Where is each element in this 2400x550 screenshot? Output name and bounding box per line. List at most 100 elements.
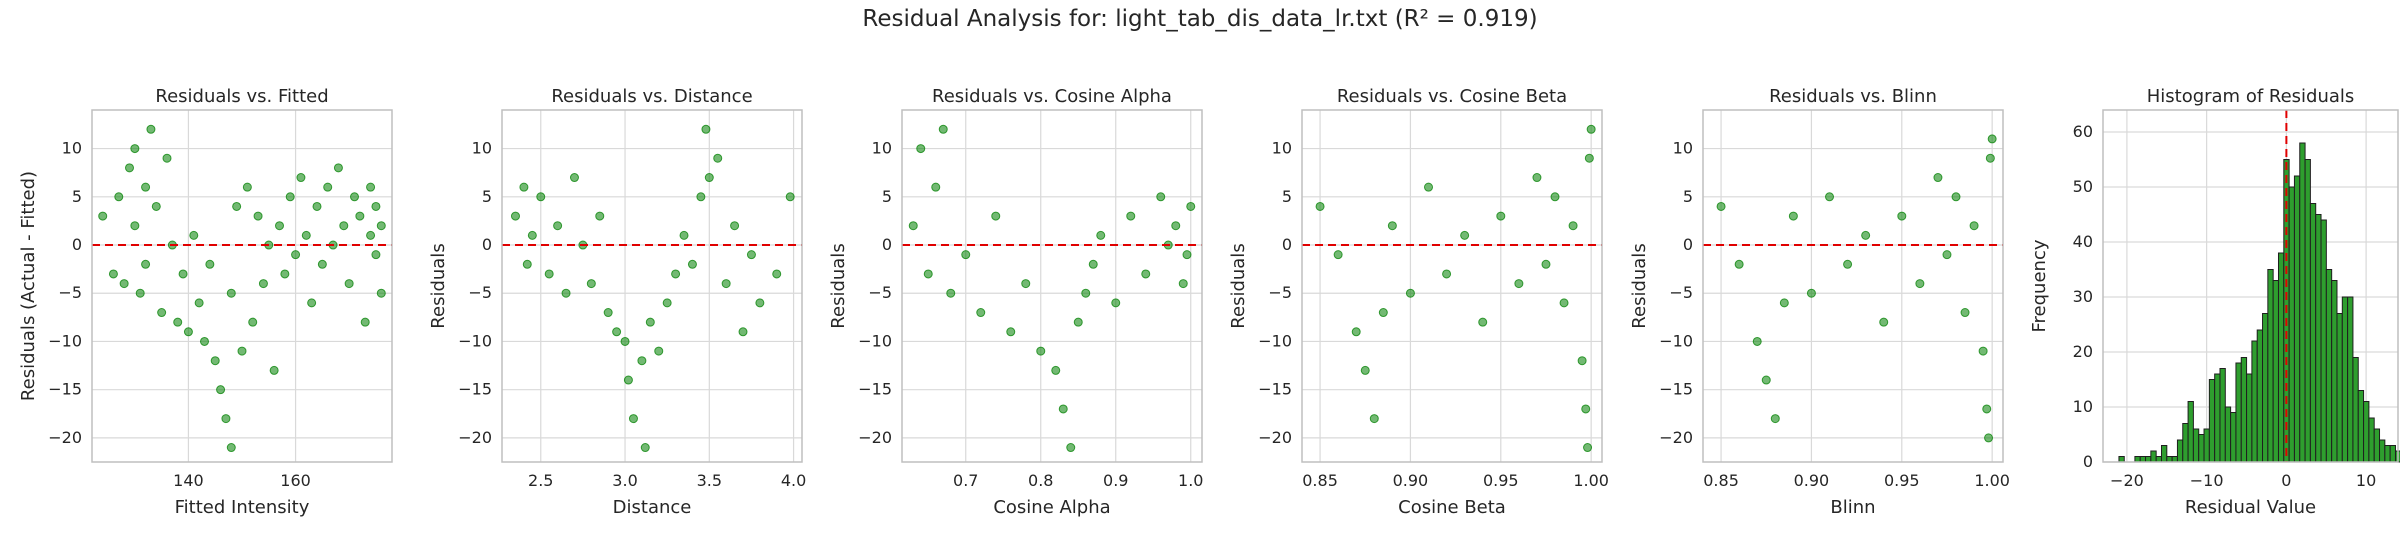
y-tick-label: 10 — [1673, 139, 1693, 158]
y-tick-label: 5 — [1282, 187, 1292, 206]
data-point — [216, 385, 226, 395]
data-point — [730, 221, 740, 231]
data-point — [510, 211, 520, 221]
data-point — [1058, 404, 1068, 414]
data-point — [1051, 365, 1061, 375]
y-tick-label: −5 — [58, 283, 82, 302]
data-point — [119, 279, 129, 289]
y-tick-label: −10 — [858, 331, 892, 350]
data-point — [1156, 192, 1166, 202]
histogram-bar — [2320, 219, 2327, 463]
data-point — [1111, 298, 1121, 308]
data-point — [522, 259, 532, 269]
chart-title: Residuals vs. Blinn — [1769, 86, 1937, 107]
histogram-bar — [2192, 428, 2200, 463]
data-point — [1541, 259, 1551, 269]
data-point — [312, 201, 322, 211]
y-tick-label: −20 — [458, 428, 492, 447]
data-point — [1532, 173, 1542, 183]
data-point — [146, 124, 156, 134]
data-point — [1761, 375, 1771, 385]
data-point — [1734, 259, 1744, 269]
x-tick-label: 0.90 — [1794, 471, 1830, 490]
data-point — [1378, 308, 1388, 318]
histogram-bar — [2139, 456, 2147, 463]
data-point — [916, 144, 926, 154]
data-point — [291, 250, 301, 260]
histogram-bar — [2336, 313, 2343, 463]
histogram-bar — [2155, 456, 2162, 463]
y-tick-label: −20 — [48, 428, 82, 447]
data-point — [1315, 201, 1325, 211]
data-point — [640, 443, 650, 453]
y-tick-label: 30 — [2073, 287, 2093, 306]
data-point — [1933, 173, 1943, 183]
data-point — [1586, 124, 1596, 134]
data-point — [1171, 221, 1181, 231]
data-point — [323, 182, 333, 192]
data-point — [612, 327, 622, 337]
y-axis-label: Residuals — [428, 243, 449, 328]
data-point — [696, 192, 706, 202]
histogram-bar — [2341, 296, 2349, 463]
chart-panel-4: 0.85 0.90 0.95 1.00 −20 −15 −10 −5 0 5 10 Residuals… — [1228, 86, 1609, 518]
data-point — [991, 211, 1001, 221]
data-point — [561, 288, 571, 298]
data-point — [242, 182, 252, 192]
y-tick-label: −15 — [48, 380, 82, 399]
data-point — [355, 211, 365, 221]
chart-title: Residuals vs. Cosine Alpha — [932, 86, 1172, 107]
data-point — [1424, 182, 1434, 192]
data-point — [339, 221, 349, 231]
data-point — [586, 279, 596, 289]
data-point — [1951, 192, 1961, 202]
x-axis-label: Cosine Beta — [1398, 497, 1506, 518]
y-tick-label: 5 — [882, 187, 892, 206]
data-point — [280, 269, 290, 279]
histogram-bar — [2331, 280, 2338, 463]
histogram-bar — [2384, 445, 2391, 463]
chart-panel-1: 140 160 −20 −15 −10 −5 0 5 10 Residuals vs. Fitte… — [18, 86, 393, 518]
data-point — [360, 317, 370, 327]
data-point — [536, 192, 546, 202]
data-point — [108, 269, 118, 279]
y-tick-label: −15 — [1258, 380, 1292, 399]
data-point — [1915, 279, 1925, 289]
histogram-bar — [2145, 456, 2152, 463]
x-axis-label: Fitted Intensity — [175, 497, 310, 518]
data-point — [938, 124, 948, 134]
histogram-bar — [2240, 357, 2248, 463]
x-tick-label: 2.5 — [528, 471, 553, 490]
data-point — [114, 192, 124, 202]
histogram-bar — [2272, 280, 2279, 463]
data-point — [183, 327, 193, 337]
data-point — [200, 336, 209, 346]
histogram-bar — [2203, 428, 2210, 463]
data-point — [1843, 259, 1853, 269]
x-tick-label: −10 — [2190, 471, 2224, 490]
histogram-bar — [2246, 373, 2253, 463]
data-point — [173, 317, 183, 327]
y-axis-label: Frequency — [2029, 239, 2050, 332]
histogram-bar — [2134, 456, 2141, 463]
data-point — [1559, 298, 1569, 308]
y-tick-label: −5 — [868, 283, 892, 302]
data-point — [307, 298, 317, 308]
data-point — [135, 288, 145, 298]
data-point — [1987, 134, 1997, 144]
y-tick-label: −10 — [1258, 331, 1292, 350]
axes-frame — [1702, 109, 2004, 463]
data-point — [1460, 230, 1470, 240]
data-point — [701, 124, 711, 134]
data-point — [976, 308, 986, 318]
data-point — [519, 182, 529, 192]
histogram-bar — [2299, 142, 2306, 463]
histogram-bar — [2150, 450, 2157, 463]
y-tick-label: 0 — [1683, 235, 1693, 254]
axes-frame — [91, 109, 393, 463]
y-tick-label: 50 — [2073, 177, 2093, 196]
axes-frame — [2102, 109, 2399, 463]
data-point — [141, 259, 151, 269]
data-point — [620, 336, 630, 346]
data-point — [296, 173, 306, 183]
